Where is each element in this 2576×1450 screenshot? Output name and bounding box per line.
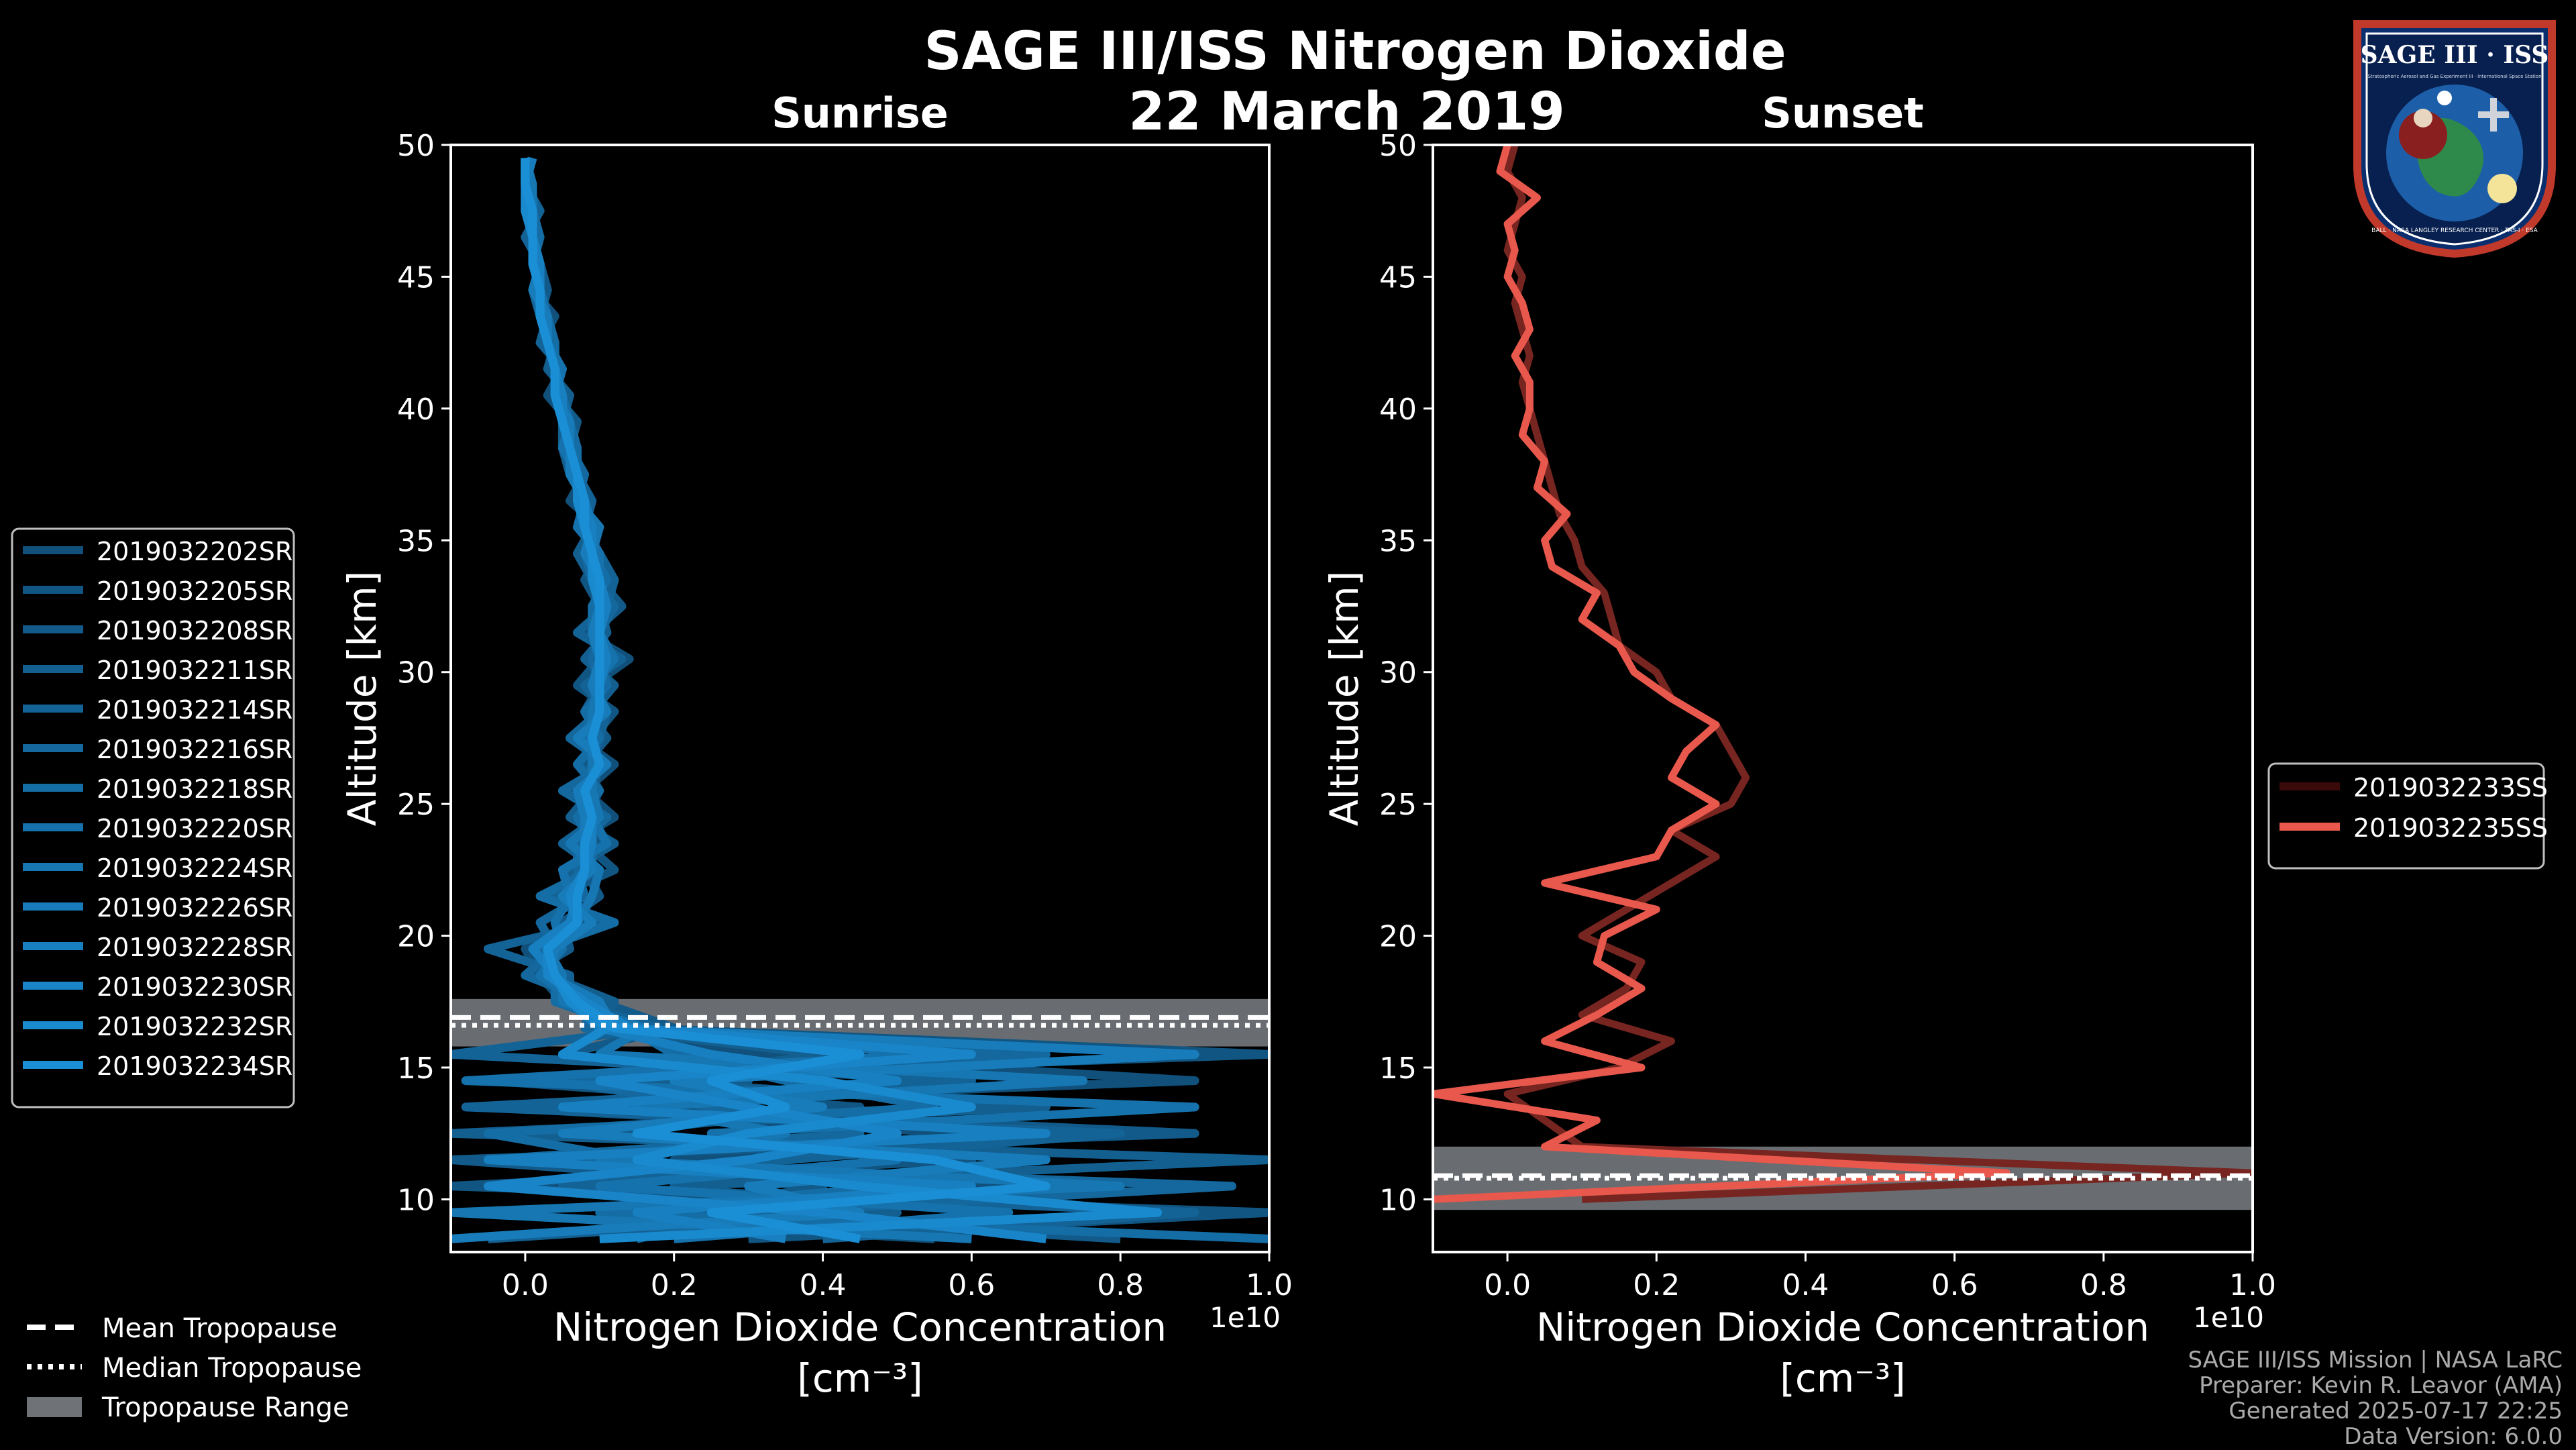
footer-line2: Preparer: Kevin R. Leavor (AMA) [2199, 1372, 2563, 1399]
legend-entry-label: 2019032224SR [97, 853, 292, 883]
legend-entry-label: 2019032220SR [97, 814, 292, 843]
x-axis-label: Nitrogen Dioxide Concentration [553, 1304, 1167, 1350]
panel-title: Sunset [1762, 89, 1924, 138]
tropopause-range-label: Tropopause Range [101, 1392, 350, 1423]
legend-entry-label: 2019032214SR [97, 695, 292, 725]
legend-frame [11, 527, 295, 1108]
y-axis-label: Altitude [km] [1322, 571, 1367, 826]
tropopause-legend: Mean Tropopause Median Tropopause Tropopau… [27, 1313, 362, 1423]
x-tick-label: 0.6 [1931, 1268, 1978, 1302]
y-tick-label: 15 [397, 1051, 435, 1086]
x-tick-label: 1.0 [2229, 1268, 2276, 1302]
footer-line4: Data Version: 6.0.0 [2344, 1423, 2563, 1450]
x-tick-label: 0.8 [2080, 1268, 2127, 1302]
y-tick-label: 15 [1379, 1051, 1417, 1086]
y-tick-label: 45 [397, 260, 435, 295]
median-tropopause-label: Median Tropopause [102, 1353, 362, 1384]
x-axis-units: [cm⁻³] [797, 1355, 923, 1401]
x-tick-label: 0.2 [651, 1268, 698, 1302]
x-tick-label: 1.0 [1246, 1268, 1293, 1302]
x-tick-label: 0.6 [948, 1268, 995, 1302]
panel-title: Sunrise [771, 89, 949, 138]
legend-entry-label: 2019032232SR [97, 1012, 292, 1041]
footer-credits: SAGE III/ISS Mission | NASA LaRC Prepare… [2188, 1347, 2563, 1449]
y-tick-label: 35 [397, 524, 435, 558]
badge-ring-text: BALL · NASA LANGLEY RESEARCH CENTER · TA… [2371, 227, 2538, 234]
plot-frame [1432, 144, 2254, 1253]
footer-line3: Generated 2025-07-17 22:25 [2229, 1398, 2563, 1425]
legend-entry-label: 2019032211SR [97, 656, 292, 685]
x-tick-label: 0.4 [800, 1268, 847, 1302]
y-tick-label: 10 [397, 1183, 435, 1217]
x-offset-label: 1e10 [2193, 1301, 2264, 1334]
legend-entry-label: 2019032216SR [97, 735, 292, 764]
x-tick-label: 0.0 [1484, 1268, 1531, 1302]
y-tick-label: 25 [397, 788, 435, 822]
figure-title-line1: SAGE III/ISS Nitrogen Dioxide [924, 21, 1786, 82]
y-tick-label: 30 [397, 656, 435, 690]
series-line-2019032234SR [521, 158, 1051, 1243]
y-axis-label: Altitude [km] [339, 571, 385, 826]
x-axis-label: Nitrogen Dioxide Concentration [1536, 1304, 2149, 1350]
figure-title-line2: 22 March 2019 [1128, 82, 1565, 142]
y-tick-label: 50 [1379, 129, 1417, 163]
y-tick-label: 45 [1379, 260, 1417, 295]
legend-entry-label: 2019032226SR [97, 893, 292, 923]
y-tick-label: 20 [397, 920, 435, 954]
legend-entry-label: 2019032228SR [97, 933, 292, 962]
sunrise-legend: 2019032202SR 2019032205SR 2019032208SR 2019… [11, 527, 295, 1108]
legend-entry-label: 2019032235SS [2353, 813, 2548, 843]
plot-frame [449, 144, 1271, 1253]
mean-tropopause-label: Mean Tropopause [102, 1313, 337, 1344]
series-line-2019032233SS [1503, 145, 2253, 1203]
x-offset-label: 1e10 [1210, 1301, 1281, 1334]
series-line-2019032235SS [1433, 145, 2010, 1203]
badge-sub-text: Stratospheric Aerosol and Gas Experiment… [2367, 74, 2541, 79]
sage-mission-badge: SAGE III · ISS Stratospheric Aerosol and… [2353, 20, 2556, 258]
sunset-legend: 2019032233SS 2019032235SS [2267, 762, 2548, 870]
y-tick-label: 40 [397, 393, 435, 427]
x-axis-units: [cm⁻³] [1780, 1355, 1906, 1401]
legend-entry-label: 2019032202SR [97, 537, 292, 566]
tropopause-range-swatch [27, 1397, 82, 1417]
y-tick-label: 50 [397, 129, 435, 163]
x-tick-label: 0.2 [1633, 1268, 1680, 1302]
legend-entry-label: 2019032208SR [97, 616, 292, 645]
y-tick-label: 40 [1379, 393, 1417, 427]
legend-entry-label: 2019032230SR [97, 972, 292, 1002]
y-tick-label: 20 [1379, 920, 1417, 954]
legend-entry-label: 2019032205SR [97, 576, 292, 606]
legend-entry-label: 2019032233SS [2353, 773, 2548, 802]
chart-panel-sunrise: 0.0 0.2 0.4 0.6 0.8 1.0 10 15 20 25 30 35 40 45 50 1e10… [339, 89, 1293, 1401]
y-tick-label: 35 [1379, 524, 1417, 558]
x-tick-label: 0.8 [1097, 1268, 1144, 1302]
badge-top-text: SAGE III · ISS [2361, 41, 2549, 69]
y-tick-label: 25 [1379, 788, 1417, 822]
legend-entry-label: 2019032218SR [97, 774, 292, 804]
y-tick-label: 10 [1379, 1183, 1417, 1217]
legend-entry-label: 2019032234SR [97, 1051, 292, 1081]
footer-line1: SAGE III/ISS Mission | NASA LaRC [2188, 1347, 2563, 1374]
chart-panel-sunset: 0.0 0.2 0.4 0.6 0.8 1.0 10 15 20 25 30 35 40 45 50 1e10… [1322, 89, 2276, 1401]
x-tick-label: 0.0 [502, 1268, 549, 1302]
x-tick-label: 0.4 [1782, 1268, 1829, 1302]
y-tick-label: 30 [1379, 656, 1417, 690]
